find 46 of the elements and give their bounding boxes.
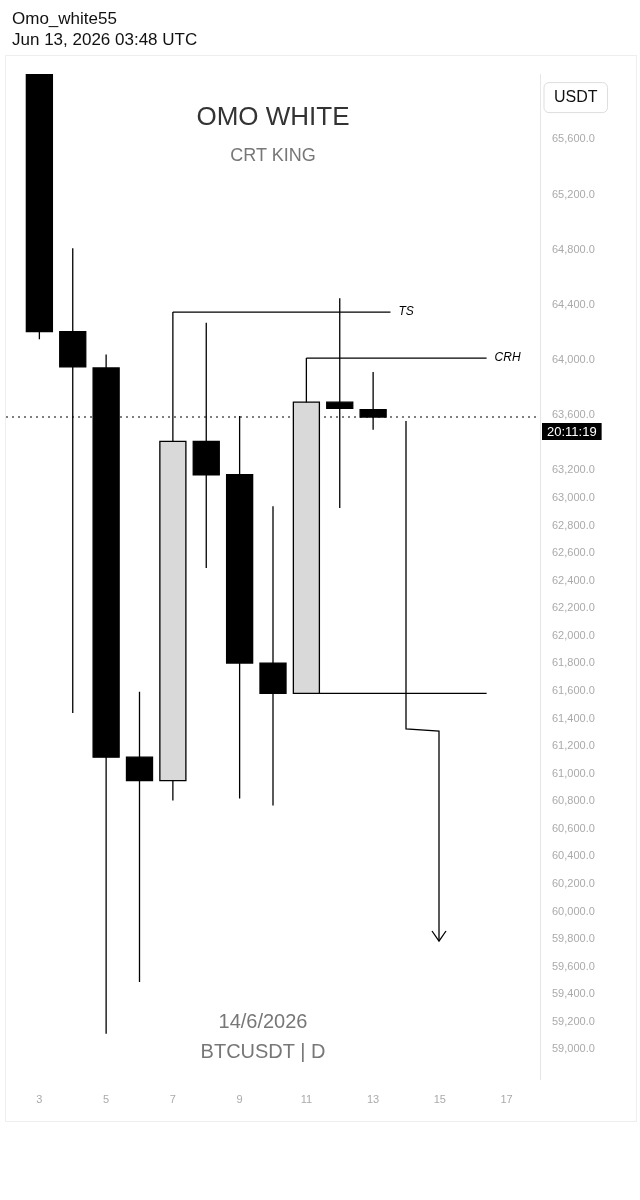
- text: Jun 13, 2026 03:48 UTC: [12, 29, 198, 50]
- y-tick-label: 64,000.0: [552, 353, 595, 366]
- x-tick-label: 11: [300, 1093, 313, 1106]
- y-tick-label: 62,400.0: [552, 573, 595, 586]
- y-axis-title: USDT: [554, 88, 598, 106]
- y-tick-label: 60,600.0: [552, 821, 595, 834]
- y-tick-label: 64,400.0: [552, 297, 595, 310]
- y-tick-label: 59,000.0: [552, 1042, 595, 1055]
- text: CRT KING: [230, 144, 316, 165]
- y-tick-label: 62,000.0: [552, 628, 595, 641]
- x-tick-label: 17: [500, 1093, 513, 1106]
- x-tick-label: 9: [236, 1093, 243, 1106]
- y-tick-label: 60,000.0: [552, 904, 595, 917]
- y-tick-label: 62,200.0: [552, 601, 595, 614]
- text: 20:11:19: [547, 423, 597, 439]
- y-tick-label: 63,200.0: [552, 463, 595, 476]
- y-tick-label: 59,800.0: [552, 932, 595, 945]
- y-tick-label: 63,000.0: [552, 490, 595, 503]
- y-tick-label: 61,800.0: [552, 656, 595, 669]
- y-tick-label: 61,200.0: [552, 739, 595, 752]
- annotation: 14/6/2026: [218, 1009, 308, 1032]
- x-tick-label: 15: [433, 1093, 446, 1106]
- x-tick-label: 7: [169, 1093, 176, 1106]
- ref-line-label: TS: [398, 304, 414, 319]
- y-tick-label: 60,400.0: [552, 849, 595, 862]
- y-tick-label: 59,400.0: [552, 987, 595, 1000]
- x-tick-label: 5: [103, 1093, 110, 1106]
- text: OMO WHITE: [196, 100, 350, 131]
- y-tick-label: 60,200.0: [552, 877, 595, 890]
- y-tick-label: 62,800.0: [552, 518, 595, 531]
- x-tick-label: 3: [36, 1093, 43, 1106]
- y-tick-label: 60,800.0: [552, 794, 595, 807]
- text: Omo_white55: [12, 8, 118, 29]
- y-tick-label: 65,200.0: [552, 187, 595, 200]
- y-tick-label: 62,600.0: [552, 546, 595, 559]
- x-tick-label: 13: [367, 1093, 380, 1106]
- y-tick-label: 59,600.0: [552, 959, 595, 972]
- y-tick-label: 65,600.0: [552, 132, 595, 145]
- annotation: BTCUSDT | D: [200, 1039, 326, 1062]
- y-tick-label: 61,400.0: [552, 711, 595, 724]
- y-tick-label: 61,000.0: [552, 766, 595, 779]
- y-tick-label: 61,600.0: [552, 683, 595, 696]
- y-tick-label: 59,200.0: [552, 1014, 595, 1027]
- y-tick-label: 63,600.0: [552, 408, 595, 421]
- ref-line-label: CRH: [494, 350, 521, 365]
- y-tick-label: 64,800.0: [552, 242, 595, 255]
